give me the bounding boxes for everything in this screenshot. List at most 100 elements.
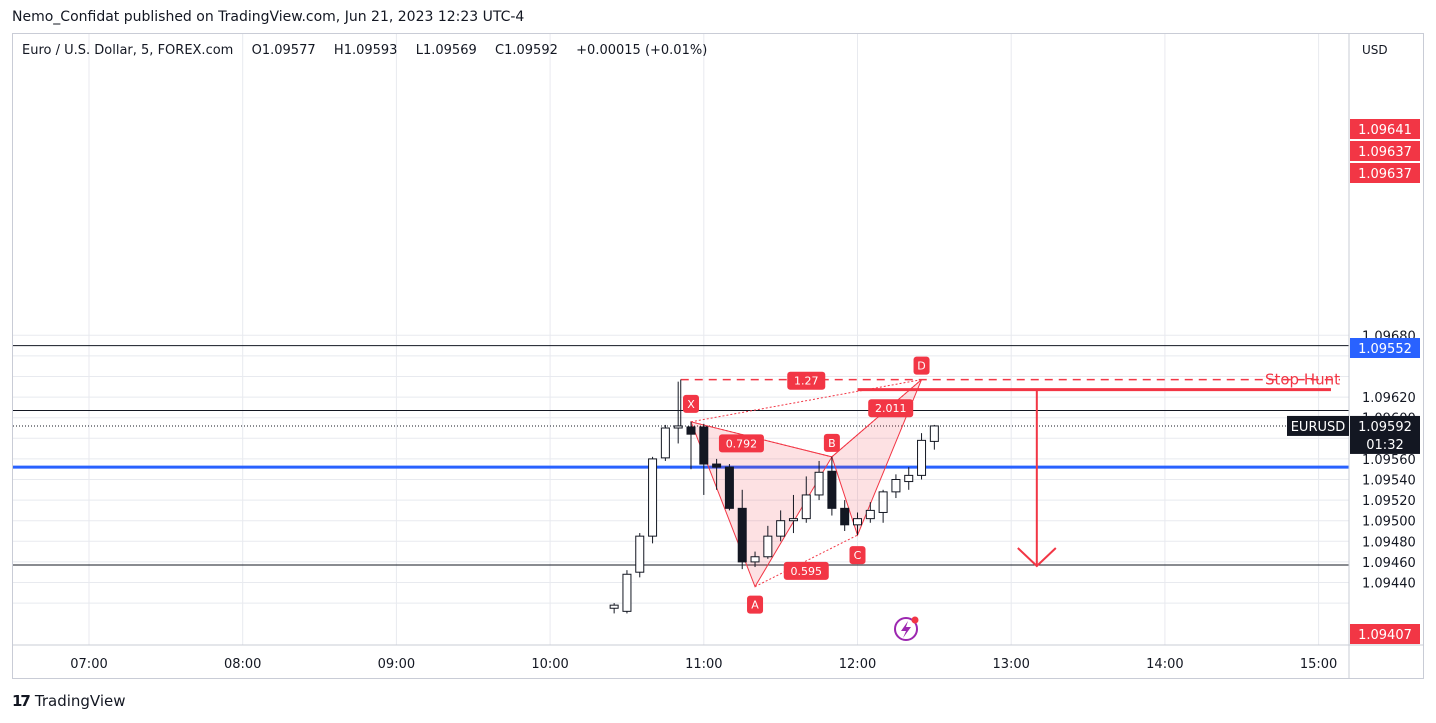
pattern-point-bg bbox=[682, 394, 699, 413]
price-axis-tick: 1.09620 bbox=[1362, 391, 1416, 406]
candle bbox=[622, 570, 632, 614]
price-axis-tick: 1.09500 bbox=[1362, 515, 1416, 530]
price-axis-tag: 1.09407 bbox=[1350, 624, 1420, 644]
candle bbox=[917, 433, 927, 480]
candle-body-up bbox=[853, 518, 862, 526]
candle bbox=[827, 456, 837, 516]
candle bbox=[814, 460, 824, 501]
current-price-value: 1.09592 bbox=[1358, 420, 1412, 435]
current-price-tag: EURUSD 1.09592 01:32 bbox=[1287, 415, 1420, 454]
candle bbox=[712, 458, 722, 490]
ratio-label: 0.792 bbox=[718, 434, 764, 453]
pattern-ratio-line-ac bbox=[754, 534, 858, 588]
candle-body-down bbox=[724, 466, 734, 509]
time-axis-tick: 09:00 bbox=[378, 657, 415, 672]
ratio-label: 1.27 bbox=[787, 371, 826, 390]
candle-body-down bbox=[712, 463, 722, 468]
candle bbox=[891, 474, 901, 499]
pattern-triangle-bcd bbox=[831, 379, 923, 537]
notification-dot bbox=[911, 616, 919, 624]
price-axis-tick: 1.09540 bbox=[1362, 474, 1416, 489]
low-label: L bbox=[415, 43, 423, 58]
pattern-point-b: B bbox=[823, 433, 840, 452]
pattern-point-label: D bbox=[917, 360, 925, 373]
candle-body-up bbox=[635, 535, 645, 573]
price-axis-tag-text: 1.09407 bbox=[1358, 628, 1412, 643]
ratio-label-bg bbox=[787, 371, 826, 390]
chart-legend: Euro / U.S. Dollar, 5, FOREX.com O1.0957… bbox=[22, 43, 707, 58]
candle-body-up bbox=[609, 604, 619, 609]
candle bbox=[609, 603, 619, 614]
candle-body-up bbox=[622, 573, 632, 612]
candle bbox=[840, 500, 850, 531]
time-axis-tick: 13:00 bbox=[992, 657, 1029, 672]
candle-body-up bbox=[878, 491, 888, 513]
price-axis-tick: 1.09460 bbox=[1362, 556, 1416, 571]
time-axis-tick: 10:00 bbox=[531, 657, 568, 672]
change-value: +0.00015 (+0.01%) bbox=[576, 43, 708, 58]
candle-body-up bbox=[801, 494, 811, 520]
close-value: 1.09592 bbox=[504, 43, 558, 58]
pattern-point-c: C bbox=[849, 546, 866, 565]
price-axis-tag: 1.09641 bbox=[1350, 119, 1420, 139]
price-axis-tick: 1.09440 bbox=[1362, 577, 1416, 592]
candle-body-up bbox=[776, 520, 786, 537]
lightning-icon-bolt bbox=[901, 621, 911, 638]
candle-body-up bbox=[763, 535, 773, 558]
pattern-point-label: C bbox=[854, 549, 862, 562]
candle bbox=[904, 467, 914, 490]
pattern-point-bg bbox=[913, 356, 930, 375]
current-price-tag-bg bbox=[1350, 415, 1420, 454]
plot-area: 1.27 0.792 2.011 0.595 X A B C D Stop Hunt bbox=[13, 345, 1349, 641]
symbol-tag-text: EURUSD bbox=[1291, 420, 1346, 435]
grid-group bbox=[13, 34, 1349, 645]
candle bbox=[865, 502, 875, 523]
ratio-label-text: 1.27 bbox=[794, 375, 819, 388]
candle-body-up bbox=[891, 479, 901, 493]
pattern-point-a: A bbox=[747, 595, 764, 614]
open-label: O bbox=[251, 43, 262, 58]
candle bbox=[929, 424, 939, 450]
candle bbox=[686, 421, 696, 470]
ratio-label-text: 2.011 bbox=[875, 402, 907, 415]
close-label: C bbox=[495, 43, 505, 58]
ratio-label-bg bbox=[718, 434, 764, 453]
time-axis-tick: 12:00 bbox=[839, 657, 876, 672]
price-axis-tag: 1.09637 bbox=[1350, 163, 1420, 183]
price-axis-tag-text: 1.09637 bbox=[1358, 145, 1412, 160]
time-axis-tick: 15:00 bbox=[1300, 657, 1337, 672]
time-axis-tick: 07:00 bbox=[70, 657, 107, 672]
stop-hunt-annotation: Stop Hunt bbox=[1265, 371, 1340, 389]
candle bbox=[853, 512, 862, 536]
brand-name: TradingView bbox=[34, 692, 126, 710]
ratio-label-bg bbox=[868, 399, 914, 418]
price-axis-tag-bg bbox=[1350, 624, 1420, 644]
countdown-value: 01:32 bbox=[1366, 438, 1403, 453]
ratio-label-text: 0.792 bbox=[726, 437, 758, 450]
candle-body-up bbox=[750, 556, 760, 563]
ratio-label: 0.595 bbox=[783, 561, 829, 580]
symbol-tag-bg bbox=[1287, 415, 1349, 436]
pattern-point-label: A bbox=[751, 599, 759, 612]
low-value: 1.09569 bbox=[422, 43, 477, 58]
pattern-ratio-line-xd bbox=[690, 379, 922, 423]
candle-body-up bbox=[917, 439, 927, 476]
pattern-point-label: X bbox=[687, 398, 695, 411]
candle-body-down bbox=[840, 507, 850, 526]
time-axis-tick: 11:00 bbox=[685, 657, 722, 672]
candle-body-down bbox=[686, 426, 696, 435]
price-axis-tag-text: 1.09552 bbox=[1358, 342, 1412, 357]
symbol-description[interactable]: Euro / U.S. Dollar, 5, FOREX.com bbox=[22, 43, 234, 58]
candle bbox=[635, 533, 645, 578]
pattern-point-bg bbox=[849, 546, 866, 565]
candle-body-up bbox=[648, 458, 658, 537]
pattern-point-bg bbox=[747, 595, 764, 614]
tradingview-logo[interactable]: 17 TradingView bbox=[12, 692, 126, 710]
open-value: 1.09577 bbox=[261, 43, 316, 58]
candle bbox=[878, 489, 888, 523]
tradingview-logo-icon: 17 bbox=[12, 692, 31, 710]
currency-label[interactable]: USD bbox=[1362, 43, 1388, 57]
ratio-label-text: 0.595 bbox=[791, 565, 823, 578]
price-axis-tag-bg bbox=[1350, 119, 1420, 139]
